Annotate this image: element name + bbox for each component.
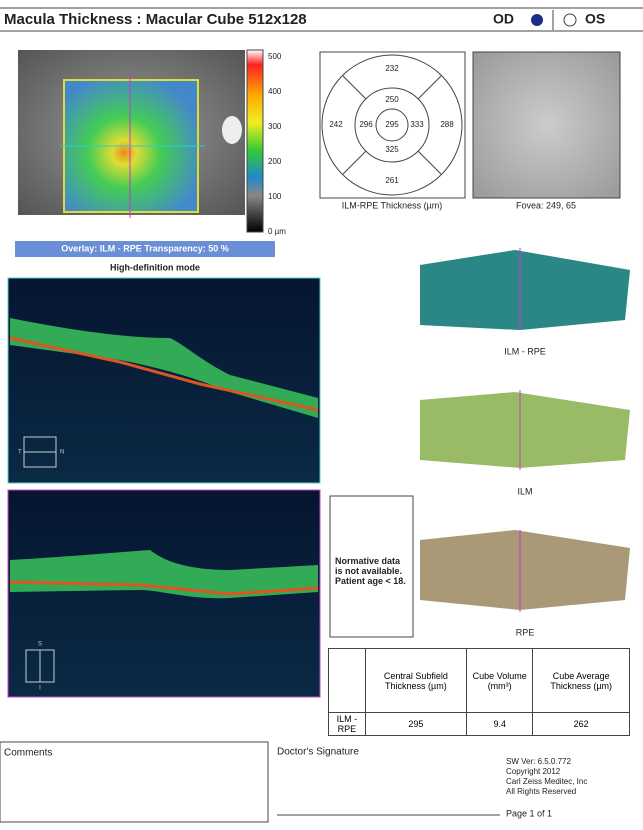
retina-band — [10, 550, 318, 599]
report-title: Macula Thickness : Macular Cube 512x128 — [4, 11, 307, 28]
scale-label: 400 — [268, 87, 282, 96]
etdrs-grid — [321, 54, 463, 196]
header-cell: Cube Volume (mm³) — [466, 648, 534, 713]
note-box — [329, 495, 414, 638]
overlay-label: Overlay: ILM - RPE Transparency: 50 % — [61, 243, 229, 253]
fundus-image-2 — [472, 51, 621, 199]
scale-label: 0 µm — [268, 227, 286, 236]
value-cell: 262 — [532, 712, 630, 736]
scale-label: 500 — [268, 52, 282, 61]
orient-i: I — [39, 686, 41, 692]
surface-ilm-rpe — [420, 250, 630, 330]
comments-label: Comments — [4, 748, 52, 759]
scale-label: 300 — [268, 122, 282, 131]
etdrs-frame — [319, 51, 466, 199]
value-cell: 295 — [364, 712, 468, 736]
surface-label: ILM — [517, 486, 532, 496]
header-cell: Central Subfield Thickness (µm) — [364, 648, 468, 713]
scale-label: 100 — [268, 192, 282, 201]
bscan-1 — [7, 277, 321, 484]
signature-label: Doctor's Signature — [277, 747, 359, 758]
grid-value: 232 — [385, 64, 399, 73]
empty-cell — [328, 648, 366, 713]
software-info: Copyright 2012 — [506, 767, 561, 776]
software-info: Carl Zeiss Meditec, Inc — [506, 777, 587, 786]
orient-n: N — [60, 450, 64, 456]
grid-value: 288 — [440, 120, 454, 129]
surface-ilm — [420, 392, 630, 468]
surface-rpe — [420, 530, 630, 610]
od-selected — [531, 14, 543, 26]
row-label: ILM - RPE — [328, 712, 366, 736]
grid-value: 295 — [385, 120, 399, 129]
grid-caption: ILM-RPE Thickness (µm) — [342, 200, 443, 210]
orient-s: S — [38, 642, 42, 648]
rpe-band — [9, 336, 319, 412]
surface-label: ILM - RPE — [504, 346, 546, 356]
surface-label: RPE — [516, 627, 535, 637]
surface-shade — [420, 250, 630, 330]
orient-t: T — [18, 450, 22, 456]
grid-value: 325 — [385, 145, 399, 154]
grid-value: 250 — [385, 95, 399, 104]
eye-od: OD — [493, 11, 514, 27]
value-cell: 9.4 — [466, 712, 534, 736]
eye-os: OS — [585, 11, 605, 27]
grid-value: 296 — [359, 120, 373, 129]
page-number: Page 1 of 1 — [506, 808, 552, 818]
software-info: All Rights Reserved — [506, 787, 576, 796]
grid-value: 333 — [410, 120, 424, 129]
normative-note: Normative data is not available. Patient… — [335, 556, 406, 586]
summary-table: Central Subfield Thickness (µm) Cube Vol… — [328, 648, 630, 736]
grid-value: 242 — [329, 120, 343, 129]
overlay-bar — [15, 241, 275, 257]
comments-box — [0, 741, 269, 823]
fundus-caption: Fovea: 249, 65 — [516, 200, 576, 210]
optic-disc — [222, 116, 242, 144]
header-cell: Cube Average Thickness (µm) — [532, 648, 630, 713]
rpe-band — [9, 580, 319, 596]
software-info: SW Ver: 6.5.0.772 — [506, 757, 571, 766]
mode-label: High-definition mode — [110, 262, 200, 272]
color-bar — [246, 49, 264, 233]
grid-value: 261 — [385, 176, 399, 185]
os-unselected — [563, 13, 577, 27]
scale-label: 200 — [268, 157, 282, 166]
